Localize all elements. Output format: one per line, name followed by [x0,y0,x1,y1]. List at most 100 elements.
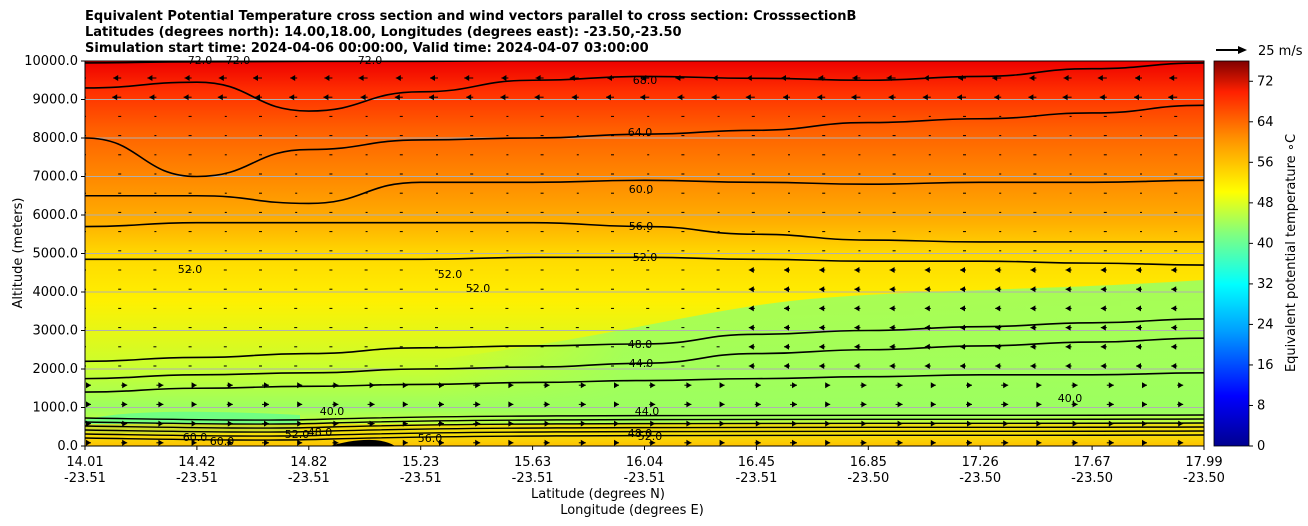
x-tick-label-lat: 17.99 [1185,455,1222,470]
wind-vector-head [158,382,164,389]
wind-vector-head [466,94,472,101]
theta-e-low-region [430,280,1204,446]
wind-vector-head [1036,401,1042,408]
wind-vector-head [79,75,84,81]
wind-vector-head [158,439,164,446]
wind-vector-head [1036,439,1042,446]
wind-vector-head [1072,439,1078,446]
wind-vector-head [1065,363,1071,369]
wind-vector-head [333,459,338,465]
wind-vector-head [967,420,972,427]
x-tick-label-lat: 16.04 [626,455,663,470]
y-tick-label: 10000.0 [24,54,78,69]
wind-vector-head [748,363,754,369]
wind-vector-head [1003,439,1009,446]
x-tick-label-lat: 16.85 [850,455,887,470]
contour-label: 56.0 [418,432,443,445]
wind-vector-head [852,75,858,81]
wind-vector-head [1142,382,1147,389]
wind-vector-head [1178,401,1184,408]
wind-vector-head [960,305,965,312]
wind-vector-head [217,94,223,101]
wind-vector-head [889,305,895,312]
surface-contour-line [85,426,1204,433]
wind-vector-head [1136,343,1141,350]
contour-label: 56.0 [629,220,654,233]
colorbar-ticks: 0 8 16 24 32 40 48 56 64 72 [1249,74,1274,454]
contour-line-44 [85,337,1204,380]
wind-vector-head [1100,305,1106,312]
wind-vector-head [500,94,506,101]
colorbar-tick-label: 16 [1257,358,1274,373]
wind-vector-head [191,439,197,446]
wind-vector-head [784,305,789,312]
contour-label: 60.0 [183,431,208,444]
contour-label: 48.0 [308,426,333,439]
wind-vector-head [889,267,895,273]
wind-vector-head [1030,267,1036,273]
wind-vector-head [122,382,128,389]
wind-vector-head [1072,420,1078,427]
wind-vector-head [228,459,233,465]
wind-vector-head [1136,286,1141,293]
wind-vector-head [227,401,233,408]
wind-vector-head [264,382,269,389]
wind-vector-head [1108,420,1114,427]
wind-vector-head [819,363,825,369]
wind-vector-head [1135,75,1140,81]
wind-vector-head [930,382,936,389]
x-tick-label-lat: 17.26 [962,455,999,470]
wind-vector-head [854,324,860,331]
wind-vector-head [324,75,330,81]
wind-vector-head [475,401,481,408]
wind-vector-head [544,439,550,446]
wind-vector-head [784,286,789,293]
wind-vector-head [544,420,550,427]
y-tick-label: 0.0 [57,439,78,454]
y-tick-label: 6000.0 [33,208,79,223]
wind-vector-head [958,75,963,81]
wind-vector-head [825,420,831,427]
wind-vector-head [792,382,797,389]
wind-vector-head [1178,382,1184,389]
wind-vector-head [1136,305,1141,312]
wind-vector-head [924,286,930,293]
wind-vector-head [924,343,930,350]
wind-vector-head [897,420,903,427]
wind-vector-head [1171,305,1177,312]
wind-vector-head [640,94,646,101]
wind-vector-head [1030,343,1036,350]
wind-vector-head [112,94,118,101]
wind-vector-head [1136,267,1141,273]
wind-vector-head [439,401,444,408]
wind-vector-head [358,75,364,81]
wind-vector-head [297,420,303,427]
wind-vector-head [429,94,434,101]
colorbar: 0 8 16 24 32 40 48 56 64 72 Equivalent potential … [1213,60,1299,454]
wind-vector-head [191,401,197,408]
wind-vector-head [614,420,619,427]
contour-line-52 [85,256,1204,266]
contour-label: 60.0 [629,183,654,196]
colorbar-tick-label: 72 [1257,74,1274,89]
wind-vector-head [369,420,375,427]
chart-title-line-1: Equivalent Potential Temperature cross s… [85,9,857,24]
x-tick-label-lon: -23.50 [847,471,889,486]
wind-vector-head [957,94,962,101]
contour-label: 68.0 [633,74,658,87]
wind-vector-head [333,439,339,446]
contour-label: 52.0 [466,282,491,295]
wind-vector-head [819,343,825,350]
wind-vector-head [898,459,903,465]
wind-vector-head [851,94,857,101]
wind-vector-head [967,439,972,446]
wind-vector-head [995,324,1001,331]
wind-vector-head [825,459,830,465]
wind-vector-head [255,94,260,101]
wind-vector-head [792,439,797,446]
wind-vector-head [439,382,444,389]
surface-contour-line [85,422,1204,429]
wind-vector-head [1097,75,1103,81]
terrain-mask [330,439,395,446]
